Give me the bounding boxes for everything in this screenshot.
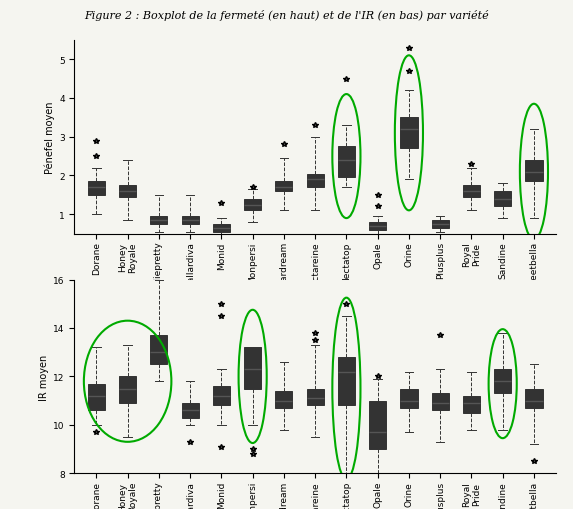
PathPatch shape [275,182,292,191]
PathPatch shape [431,393,449,411]
Text: Figure 2 : Boxplot de la fermeté (en haut) et de l'IR (en bas) par variété: Figure 2 : Boxplot de la fermeté (en hau… [84,10,489,21]
PathPatch shape [88,384,105,411]
PathPatch shape [119,186,136,197]
PathPatch shape [369,401,386,449]
PathPatch shape [213,386,230,406]
PathPatch shape [401,118,418,149]
PathPatch shape [463,186,480,197]
PathPatch shape [182,403,199,418]
Y-axis label: IR moyen: IR moyen [39,354,49,400]
PathPatch shape [525,161,543,182]
PathPatch shape [150,335,167,364]
PathPatch shape [182,217,199,224]
PathPatch shape [244,348,261,389]
PathPatch shape [307,389,324,406]
PathPatch shape [338,147,355,178]
PathPatch shape [369,222,386,230]
PathPatch shape [275,391,292,408]
PathPatch shape [494,191,511,207]
PathPatch shape [213,224,230,232]
PathPatch shape [244,200,261,211]
PathPatch shape [494,370,511,393]
Y-axis label: Pénefel moyen: Pénefel moyen [44,101,55,174]
PathPatch shape [525,389,543,408]
PathPatch shape [88,182,105,195]
PathPatch shape [307,174,324,188]
PathPatch shape [463,396,480,413]
PathPatch shape [338,357,355,406]
PathPatch shape [431,220,449,229]
PathPatch shape [150,217,167,224]
PathPatch shape [401,389,418,408]
PathPatch shape [119,377,136,403]
